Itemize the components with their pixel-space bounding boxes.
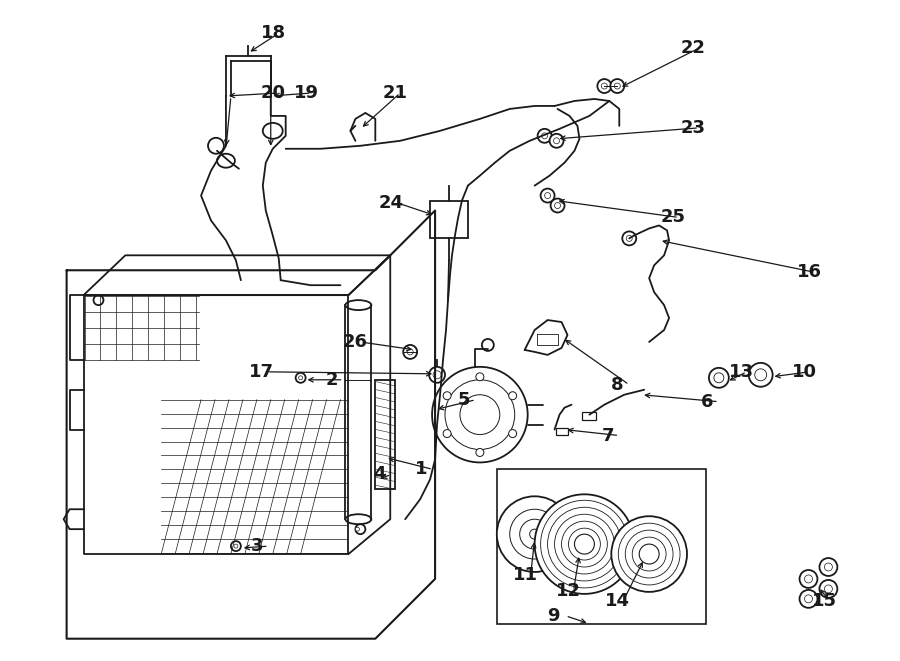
Circle shape	[497, 496, 572, 572]
Text: 9: 9	[547, 607, 560, 625]
Circle shape	[476, 449, 484, 457]
Text: 15: 15	[812, 592, 836, 610]
Text: 6: 6	[701, 393, 714, 410]
Circle shape	[639, 544, 659, 564]
Circle shape	[824, 585, 832, 593]
Text: 12: 12	[555, 582, 580, 600]
Text: 16: 16	[796, 263, 822, 281]
Text: 13: 13	[729, 363, 754, 381]
Circle shape	[537, 129, 552, 143]
Circle shape	[356, 524, 365, 534]
Circle shape	[407, 349, 413, 355]
Text: 5: 5	[458, 391, 471, 408]
Circle shape	[714, 373, 724, 383]
Circle shape	[482, 339, 494, 351]
Text: 1: 1	[415, 461, 428, 479]
Bar	[430, 200, 468, 239]
Circle shape	[356, 527, 359, 531]
Circle shape	[749, 363, 772, 387]
Circle shape	[805, 595, 813, 603]
Circle shape	[550, 134, 563, 148]
Text: 7: 7	[601, 426, 614, 445]
Circle shape	[626, 235, 632, 241]
Circle shape	[94, 295, 104, 305]
Ellipse shape	[263, 123, 283, 139]
Circle shape	[443, 392, 451, 400]
Text: 22: 22	[681, 39, 706, 58]
Circle shape	[208, 137, 224, 154]
Circle shape	[544, 192, 551, 198]
Circle shape	[574, 534, 594, 554]
Circle shape	[460, 395, 500, 434]
Text: 21: 21	[382, 84, 408, 102]
Bar	[375, 380, 395, 489]
Circle shape	[508, 392, 517, 400]
Bar	[555, 428, 568, 434]
Circle shape	[234, 544, 238, 548]
Circle shape	[542, 133, 547, 139]
Text: 19: 19	[293, 84, 319, 102]
Circle shape	[530, 529, 540, 539]
Circle shape	[598, 79, 611, 93]
Text: 25: 25	[662, 208, 686, 227]
Text: 17: 17	[248, 363, 274, 381]
Circle shape	[709, 368, 729, 388]
Circle shape	[443, 430, 451, 438]
Text: 11: 11	[513, 566, 537, 584]
Ellipse shape	[346, 300, 372, 310]
Circle shape	[554, 137, 560, 144]
Circle shape	[755, 369, 767, 381]
Circle shape	[429, 367, 445, 383]
Text: 24: 24	[378, 194, 403, 212]
Text: 26: 26	[343, 333, 367, 351]
Circle shape	[610, 79, 625, 93]
Circle shape	[231, 541, 241, 551]
Circle shape	[432, 367, 527, 463]
Circle shape	[508, 430, 517, 438]
Circle shape	[799, 570, 817, 588]
Text: 3: 3	[251, 537, 264, 555]
Circle shape	[535, 494, 634, 594]
Text: 18: 18	[261, 24, 286, 42]
Bar	[582, 412, 597, 420]
Circle shape	[824, 563, 832, 571]
Text: 14: 14	[606, 592, 630, 610]
Circle shape	[551, 198, 564, 212]
Circle shape	[615, 83, 620, 89]
Text: 8: 8	[611, 375, 624, 394]
Text: 20: 20	[261, 84, 286, 102]
Circle shape	[622, 231, 636, 245]
Circle shape	[299, 376, 302, 380]
Circle shape	[611, 516, 687, 592]
Circle shape	[541, 188, 554, 202]
Text: 4: 4	[374, 465, 386, 483]
Circle shape	[445, 380, 515, 449]
Ellipse shape	[346, 514, 372, 524]
Circle shape	[805, 575, 813, 583]
Text: 10: 10	[792, 363, 816, 381]
Circle shape	[433, 371, 441, 379]
Circle shape	[509, 509, 560, 559]
Circle shape	[476, 373, 484, 381]
Circle shape	[296, 373, 306, 383]
Circle shape	[519, 519, 550, 549]
Circle shape	[819, 558, 837, 576]
Circle shape	[403, 345, 417, 359]
Circle shape	[601, 83, 608, 89]
Circle shape	[799, 590, 817, 608]
Text: 2: 2	[326, 371, 338, 389]
Text: 23: 23	[681, 119, 706, 137]
Bar	[497, 469, 706, 624]
Polygon shape	[525, 320, 568, 355]
Circle shape	[554, 202, 561, 208]
Ellipse shape	[217, 154, 235, 168]
Circle shape	[819, 580, 837, 598]
